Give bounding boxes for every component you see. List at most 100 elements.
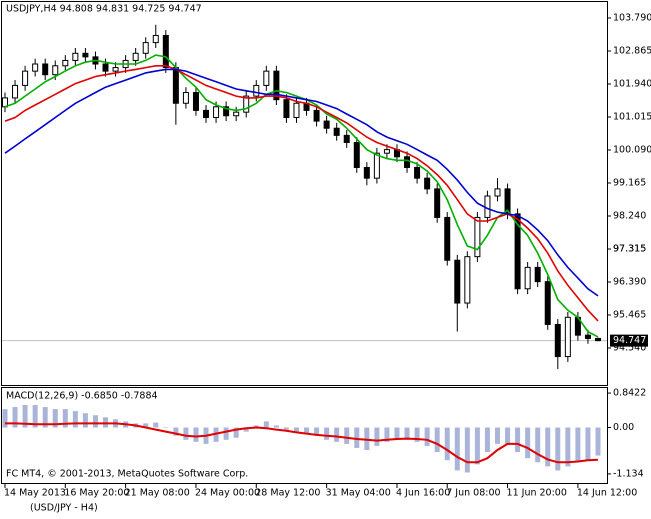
macd-bar [293, 427, 299, 432]
macd-bar [103, 417, 109, 428]
macd-bar [334, 427, 340, 442]
candle-body [12, 84, 19, 99]
macd-bar [193, 427, 199, 442]
macd-bar [324, 427, 330, 440]
candle-body [353, 141, 360, 168]
candle-body [42, 63, 49, 76]
candle-body [32, 63, 39, 72]
y-tick-label: 0.8422 [613, 388, 646, 399]
candle-body [363, 166, 370, 179]
candle-body [2, 97, 8, 108]
macd-bar [414, 427, 420, 442]
macd-bar [82, 413, 88, 428]
y-tick-label: 0.00 [613, 422, 634, 433]
candle-body [414, 166, 421, 179]
y-tick-label: 99.165 [613, 177, 646, 188]
x-tick-label: 4 Jun 16:00 [396, 488, 450, 499]
candle-body [444, 216, 451, 261]
candle-body [152, 34, 159, 44]
x-tick-label: 16 May 20:00 [64, 488, 129, 499]
macd-bar [364, 427, 370, 451]
candle-body [293, 102, 300, 119]
macd-bar [515, 427, 521, 453]
candle-body [283, 99, 290, 119]
candle-body [524, 266, 531, 290]
macd-panel [1, 387, 608, 484]
candle-body [343, 134, 350, 143]
candle-body [373, 152, 380, 179]
last-price-label: 94.747 [613, 335, 646, 346]
y-tick-label: 97.315 [613, 243, 646, 254]
candle-body [564, 316, 571, 358]
macd-bar [62, 409, 68, 428]
y-tick-label: -1.134 [613, 468, 644, 479]
x-tick-label: 14 Jun 12:00 [577, 488, 637, 499]
candle-body [182, 92, 189, 104]
candle-body [424, 177, 431, 190]
macd-bar [505, 427, 511, 444]
moving-average [4, 65, 599, 322]
candle-body [323, 120, 330, 129]
macd-bar [575, 427, 581, 463]
candle-body [544, 281, 551, 325]
macd-bar [163, 427, 169, 429]
y-tick-label: 101.940 [613, 78, 651, 89]
candle-body [333, 127, 340, 136]
macd-bar [404, 427, 410, 440]
candle-body [253, 84, 260, 97]
footer: (USD/JPY - H4) [30, 503, 98, 514]
macd-bar [384, 427, 390, 442]
macd-bar [444, 427, 450, 461]
macd-bar [213, 427, 219, 442]
macd-bar [595, 427, 601, 456]
candle-body [82, 52, 89, 58]
candle-body [494, 188, 501, 197]
y-tick-label: 102.865 [613, 45, 651, 56]
macd-bar [283, 427, 289, 430]
macd-bar [555, 427, 561, 471]
y-tick-label: 103.790 [613, 12, 651, 23]
macd-bar [374, 427, 380, 446]
macd-bar [434, 427, 440, 453]
macd-bar [233, 427, 239, 438]
macd-bar [2, 409, 8, 428]
macd-bar [424, 427, 430, 446]
candle-body [142, 42, 149, 54]
candle-body [132, 52, 139, 61]
macd-bar [525, 427, 531, 459]
candle-body [112, 67, 119, 72]
y-tick-label: 100.090 [613, 144, 651, 155]
candle-body [383, 149, 390, 154]
candle-body [203, 109, 210, 119]
macd-bar [354, 427, 360, 448]
candle-body [213, 106, 220, 119]
y-tick-label: 94.540 [613, 343, 646, 354]
macd-bar [585, 427, 591, 461]
macd-bar [263, 421, 269, 428]
x-tick-label: 28 May 12:00 [255, 488, 320, 499]
macd-bar [304, 427, 310, 434]
macd-bar [253, 425, 259, 428]
macd-bar [494, 427, 500, 444]
moving-average [4, 68, 599, 297]
candle-body [464, 256, 471, 304]
macd-bar [183, 427, 189, 440]
macd-bar [273, 425, 279, 428]
y-tick-label: 97.315 [613, 243, 646, 254]
candle-body [192, 92, 199, 111]
x-tick-label: 24 May 00:00 [195, 488, 260, 499]
copyright: FC MT4, © 2001-2013, MetaQuotes Software… [6, 469, 248, 480]
macd-bar [535, 427, 541, 463]
candle-body [22, 70, 29, 86]
y-tick-label: 101.015 [613, 111, 651, 122]
candle-body [162, 34, 169, 69]
candle-body [52, 65, 59, 76]
candle-body [434, 188, 441, 218]
macd-bar [565, 427, 571, 467]
candle-body [172, 67, 179, 104]
candle-body [595, 337, 601, 342]
macd-bar [243, 427, 249, 432]
candle-body [243, 95, 250, 113]
